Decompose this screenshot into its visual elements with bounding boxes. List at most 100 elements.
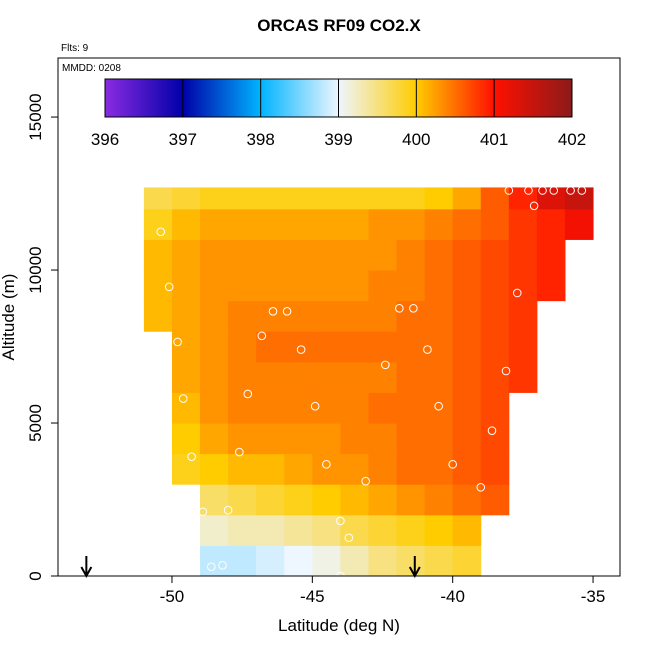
heatmap-cell	[143, 187, 173, 210]
heatmap-cell	[508, 208, 538, 240]
heatmap-cell	[368, 514, 398, 546]
heatmap-cell	[340, 361, 369, 393]
heatmap-cell	[200, 300, 229, 332]
annotation: Flts: 9	[61, 43, 89, 54]
heatmap-cell	[452, 187, 482, 210]
heatmap-cell	[424, 514, 454, 546]
heatmap-cell	[564, 208, 594, 240]
heatmap-cell	[256, 392, 285, 424]
sample-point	[173, 337, 182, 347]
sample-point	[257, 331, 267, 341]
heatmap-cell	[368, 361, 398, 393]
sample-point	[448, 460, 457, 469]
heatmap-cell	[396, 208, 426, 240]
heatmap-cell	[256, 300, 285, 332]
heatmap-cell	[508, 300, 538, 332]
heatmap-cell	[228, 187, 257, 210]
heatmap-cell	[368, 331, 398, 363]
heatmap-cell	[340, 187, 369, 210]
sample-point	[310, 401, 320, 411]
heatmap-cell	[480, 270, 510, 302]
heatmap-cell	[200, 514, 229, 546]
heatmap-cell	[312, 545, 341, 577]
plot-frame	[57, 57, 621, 577]
heatmap-cell	[200, 270, 229, 302]
heatmap-cell	[256, 239, 285, 271]
heatmap-cell	[200, 187, 229, 210]
heatmap-cell	[424, 270, 454, 302]
heatmap-cell	[284, 514, 313, 546]
heatmap-cell	[368, 208, 398, 240]
heatmap-cell	[284, 545, 313, 577]
heatmap-cell	[284, 208, 313, 240]
heatmap-cell	[200, 423, 229, 455]
heatmap-cell	[228, 331, 257, 363]
heatmap-cell	[396, 187, 426, 210]
heatmap-cell	[368, 392, 398, 424]
heatmap-cell	[228, 300, 257, 332]
x-tick-label: -35	[581, 587, 606, 606]
heatmap-cell	[452, 453, 482, 485]
heatmap-cell	[143, 300, 173, 332]
heatmap-cell	[228, 239, 257, 271]
heatmap-cell	[424, 331, 454, 363]
colorbar-tick-label: 402	[558, 130, 586, 149]
sample-point	[164, 282, 174, 292]
heatmap-cell	[396, 514, 426, 546]
sample-point	[156, 227, 166, 237]
heatmap-cell	[396, 270, 426, 302]
heatmap-cell	[452, 331, 482, 363]
heatmap-cell	[368, 300, 398, 332]
heatmap-cell	[424, 484, 454, 516]
heatmap-cell	[368, 545, 398, 577]
heatmap-cell	[256, 545, 285, 577]
arrow-marker	[408, 556, 421, 579]
heatmap-cell	[228, 423, 257, 455]
heatmap-cell	[312, 361, 341, 393]
heatmap-cell	[171, 239, 201, 271]
heatmap-cell	[312, 270, 341, 302]
heatmap-cell	[312, 423, 341, 455]
heatmap-cell	[508, 270, 538, 302]
heatmap-cell	[368, 239, 398, 271]
sample-point	[198, 507, 208, 517]
heatmap-cell	[312, 392, 341, 424]
heatmap-cell	[396, 423, 426, 455]
heatmap-cell	[171, 300, 201, 332]
heatmap-cell	[256, 484, 285, 516]
sample-point	[423, 345, 432, 354]
heatmap-cell	[368, 453, 398, 485]
heatmap-cell	[480, 208, 510, 240]
sample-point	[322, 460, 331, 469]
heatmap-cell	[312, 484, 341, 516]
sample-point	[395, 303, 404, 313]
heatmap-cell	[256, 423, 285, 455]
heatmap-cell	[424, 239, 454, 271]
sample-point	[512, 288, 522, 298]
heatmap-cell	[480, 392, 510, 424]
heatmap-cell	[284, 239, 313, 271]
heatmap-cell	[340, 300, 369, 332]
sample-point	[361, 476, 370, 486]
heatmap-cell	[340, 208, 369, 240]
heatmap-cell	[284, 187, 313, 210]
heatmap-cell	[256, 361, 285, 393]
heatmap-cell	[340, 392, 369, 424]
heatmap-cell	[284, 392, 313, 424]
heatmap-cell	[340, 453, 369, 485]
sample-point	[409, 303, 418, 313]
heatmap-cell	[200, 545, 229, 577]
heatmap-cell	[171, 361, 201, 393]
heatmap-cell	[452, 484, 482, 516]
heatmap-cell	[480, 187, 510, 210]
heatmap-cell	[424, 187, 454, 210]
heatmap-cell	[284, 423, 313, 455]
heatmap-cell	[284, 270, 313, 302]
colorbar-tick-label: 399	[324, 130, 352, 149]
sample-point	[538, 186, 547, 195]
heatmap-cell	[536, 239, 566, 271]
heatmap-cell	[424, 423, 454, 455]
heatmap-cell	[452, 270, 482, 302]
sample-point	[487, 426, 497, 435]
sample-point	[566, 186, 575, 195]
